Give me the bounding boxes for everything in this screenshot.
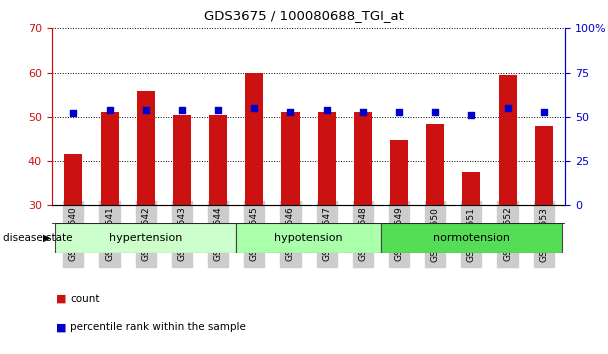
Bar [55, 223, 236, 253]
Text: hypotension: hypotension [274, 233, 343, 243]
Point [177, 107, 187, 113]
Bar [209, 115, 227, 205]
Point [105, 107, 114, 113]
Text: ■: ■ [56, 294, 66, 304]
Point [430, 109, 440, 114]
Bar [137, 91, 155, 205]
Text: percentile rank within the sample: percentile rank within the sample [70, 322, 246, 332]
Text: count: count [70, 294, 100, 304]
Text: disease state: disease state [3, 233, 72, 243]
Bar [245, 73, 263, 205]
Bar [64, 154, 83, 205]
Bar [390, 140, 408, 205]
Point [394, 110, 404, 115]
Point [249, 105, 259, 111]
Point [358, 109, 368, 114]
Point [322, 107, 331, 113]
Text: normotension: normotension [433, 233, 510, 243]
Bar [499, 75, 517, 205]
Text: GDS3675 / 100080688_TGI_at: GDS3675 / 100080688_TGI_at [204, 9, 404, 22]
Bar [426, 124, 444, 205]
Text: ▶: ▶ [43, 233, 50, 243]
Point [141, 107, 151, 113]
Bar [282, 112, 300, 205]
Bar [317, 113, 336, 205]
Point [466, 112, 476, 118]
Text: ■: ■ [56, 322, 66, 332]
Bar [381, 223, 562, 253]
Bar [236, 223, 381, 253]
Text: hypertension: hypertension [109, 233, 182, 243]
Bar [462, 172, 480, 205]
Point [503, 105, 513, 111]
Bar [173, 115, 191, 205]
Point [213, 107, 223, 113]
Bar [354, 112, 372, 205]
Point [286, 109, 295, 114]
Point [69, 110, 78, 116]
Bar [100, 112, 119, 205]
Point [539, 109, 548, 114]
Bar [534, 126, 553, 205]
